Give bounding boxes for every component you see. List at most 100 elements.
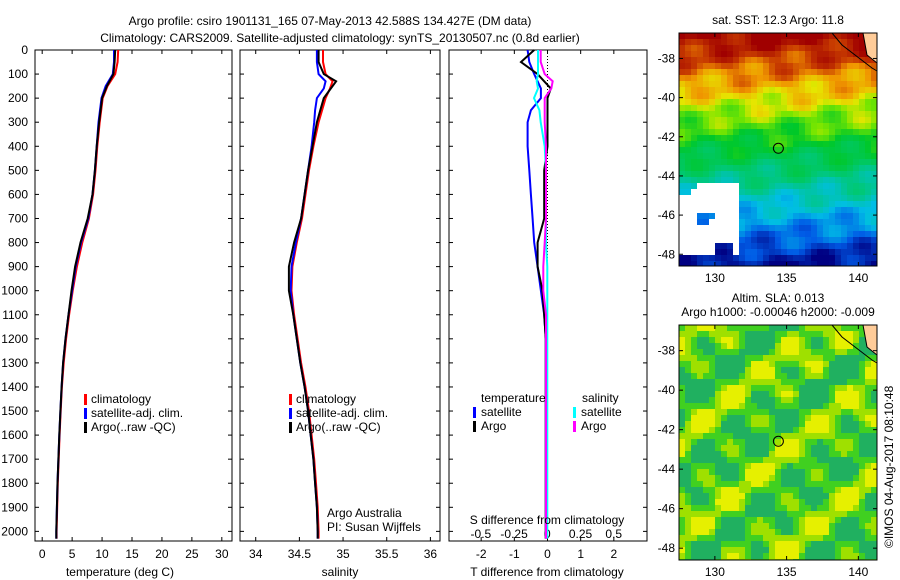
- map-cell: [751, 219, 757, 225]
- map-cell: [751, 469, 757, 475]
- map-cell: [787, 403, 793, 409]
- map-cell: [679, 469, 685, 475]
- map-cell: [871, 553, 877, 559]
- map-cell: [793, 385, 799, 391]
- map-cell: [739, 535, 745, 541]
- map-cell: [691, 153, 697, 159]
- map-cell: [733, 325, 739, 331]
- map-cell: [853, 481, 859, 487]
- map-cell: [853, 397, 859, 403]
- map-cell: [847, 493, 853, 499]
- map-cell: [859, 391, 865, 397]
- map-cell: [691, 547, 697, 553]
- map-cell: [721, 123, 727, 129]
- map-cell: [721, 421, 727, 427]
- map-cell: [787, 243, 793, 249]
- map-cell: [757, 135, 763, 141]
- map-cell: [697, 123, 703, 129]
- map-cell: [769, 177, 775, 183]
- map-cell: [823, 445, 829, 451]
- map-cell: [757, 249, 763, 255]
- map-cell: [691, 183, 697, 189]
- map-cell: [781, 189, 787, 195]
- map-cell: [799, 171, 805, 177]
- map-cell: [709, 535, 715, 541]
- map-cell: [721, 57, 727, 63]
- map-cell: [745, 75, 751, 81]
- map-cell: [769, 481, 775, 487]
- map-cell: [691, 355, 697, 361]
- map-cell: [799, 391, 805, 397]
- map-cell: [835, 123, 841, 129]
- map-cell: [865, 207, 871, 213]
- map-cell: [847, 367, 853, 373]
- map-cell: [727, 421, 733, 427]
- map-cell: [829, 93, 835, 99]
- map-cell: [727, 511, 733, 517]
- map-cell: [691, 379, 697, 385]
- map-cell: [703, 547, 709, 553]
- map-cell: [739, 391, 745, 397]
- map-cell: [781, 331, 787, 337]
- map-cell: [733, 451, 739, 457]
- map-cell: [685, 379, 691, 385]
- map-cell: [727, 547, 733, 553]
- map-cell: [823, 63, 829, 69]
- map-cell: [847, 511, 853, 517]
- map-cell: [685, 87, 691, 93]
- map-cell: [787, 165, 793, 171]
- map-cell: [715, 213, 721, 219]
- map-cell: [733, 343, 739, 349]
- map-cell: [799, 433, 805, 439]
- map-cell: [853, 207, 859, 213]
- map-cell: [727, 177, 733, 183]
- map-cell: [781, 261, 787, 266]
- map-cell: [679, 451, 685, 457]
- map-cell: [835, 481, 841, 487]
- map-cell: [727, 361, 733, 367]
- map-cell: [787, 499, 793, 505]
- map-cell: [751, 105, 757, 111]
- map-cell: [775, 493, 781, 499]
- map-cell: [781, 183, 787, 189]
- map-cell: [715, 379, 721, 385]
- map-cell: [763, 409, 769, 415]
- map-cell: [745, 379, 751, 385]
- map-cell: [865, 63, 871, 69]
- map-cell: [865, 147, 871, 153]
- map-cell: [715, 349, 721, 355]
- map-cell: [691, 63, 697, 69]
- map-cell: [745, 373, 751, 379]
- map-cell: [859, 111, 865, 117]
- map-cell: [715, 63, 721, 69]
- map-cell: [703, 189, 709, 195]
- map-cell: [841, 373, 847, 379]
- map-cell: [733, 171, 739, 177]
- map-cell: [715, 331, 721, 337]
- map-cell: [805, 547, 811, 553]
- map-cell: [871, 225, 877, 231]
- depth-tick-label: 200: [8, 91, 28, 105]
- map-cell: [763, 403, 769, 409]
- map-cell: [817, 553, 823, 559]
- map-cell: [751, 427, 757, 433]
- map-cell: [733, 69, 739, 75]
- map-cell: [763, 93, 769, 99]
- map-cell: [679, 51, 685, 57]
- map-cell: [829, 141, 835, 147]
- map-cell: [763, 105, 769, 111]
- map-cell: [685, 355, 691, 361]
- map-cell: [745, 69, 751, 75]
- map-cell: [685, 421, 691, 427]
- map-cell: [727, 553, 733, 559]
- map-cell: [823, 189, 829, 195]
- map-cell: [739, 385, 745, 391]
- map-cell: [847, 331, 853, 337]
- x-tick-label: -1: [509, 547, 520, 561]
- map-cell: [733, 391, 739, 397]
- map-cell: [859, 325, 865, 331]
- map-cell: [823, 177, 829, 183]
- map-cell: [799, 105, 805, 111]
- map-cell: [787, 51, 793, 57]
- map-cell: [709, 451, 715, 457]
